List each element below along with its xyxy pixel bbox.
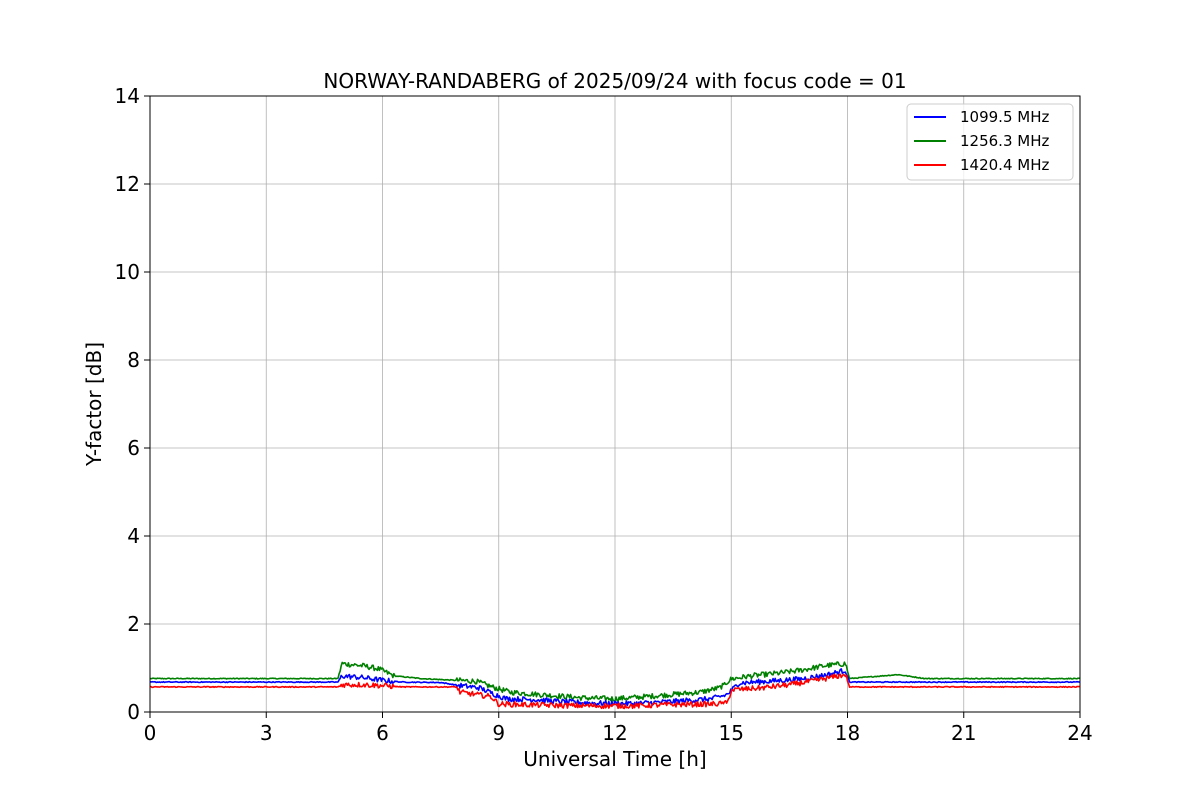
y-tick-label: 10 [115,260,140,284]
x-tick-label: 15 [719,721,744,745]
x-tick-label: 6 [376,721,389,745]
y-tick-label: 8 [127,348,140,372]
x-tick-label: 0 [144,721,157,745]
series-line-1420-4-mhz [149,673,1081,710]
x-tick-label: 21 [951,721,976,745]
y-axis-label: Y-factor [dB] [82,342,106,467]
x-tick-label: 9 [492,721,505,745]
y-tick-label: 14 [115,84,140,108]
chart-title: NORWAY-RANDABERG of 2025/09/24 with focu… [323,69,906,93]
x-tick-label: 3 [260,721,273,745]
y-tick-label: 0 [127,700,140,724]
series-line-1099-5-mhz [149,668,1081,708]
y-axis-ticks: 0 2 4 6 8 10 12 14 [115,84,150,724]
legend: 1099.5 MHz 1256.3 MHz 1420.4 MHz [906,103,1074,181]
x-tick-label: 18 [835,721,860,745]
x-tick-label: 24 [1067,721,1092,745]
y-tick-label: 6 [127,436,140,460]
y-tick-label: 2 [127,612,140,636]
legend-entry-label: 1099.5 MHz [960,108,1049,126]
plot-series [149,661,1081,710]
x-axis-ticks: 0 3 6 9 12 15 18 21 24 [144,712,1093,745]
y-tick-label: 12 [115,172,140,196]
legend-box [906,103,1074,181]
x-axis-label: Universal Time [h] [523,747,706,771]
x-tick-label: 12 [602,721,627,745]
legend-entry-label: 1420.4 MHz [960,156,1049,174]
y-tick-label: 4 [127,524,140,548]
legend-entry-label: 1256.3 MHz [960,132,1049,150]
grid-lines [149,95,1081,713]
